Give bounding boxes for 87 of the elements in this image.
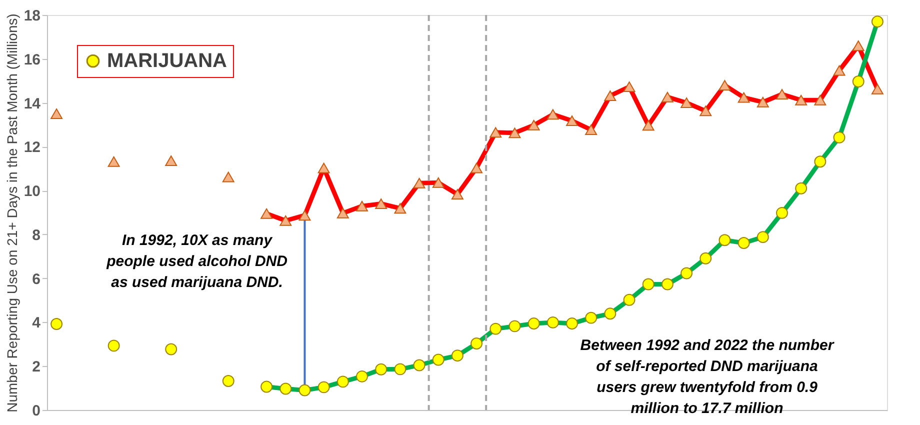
- point: [623, 294, 636, 306]
- point: [318, 381, 330, 394]
- point: [280, 382, 292, 395]
- point: [413, 359, 426, 372]
- point: [451, 350, 464, 362]
- point: [222, 172, 234, 182]
- point: [260, 208, 273, 219]
- point: [336, 376, 349, 388]
- point: [718, 80, 731, 90]
- point: [585, 312, 598, 324]
- point: [833, 65, 846, 76]
- point: [756, 96, 769, 108]
- point: [814, 94, 826, 106]
- point: [470, 338, 483, 350]
- point: [871, 84, 884, 94]
- point: [661, 92, 674, 102]
- point: [585, 124, 598, 136]
- point: [642, 120, 654, 131]
- point: [566, 116, 578, 126]
- point: [375, 363, 388, 376]
- point: [432, 354, 444, 366]
- point: [814, 156, 826, 168]
- y-tick-label: 16: [24, 51, 40, 68]
- point: [700, 252, 712, 264]
- point: [432, 177, 444, 188]
- point: [394, 203, 406, 214]
- point: [108, 340, 120, 352]
- point: [566, 318, 578, 330]
- point: [356, 200, 368, 212]
- point: [356, 370, 368, 382]
- point: [394, 363, 406, 376]
- point: [108, 156, 120, 167]
- point: [776, 88, 788, 100]
- y-tick-label: 4: [32, 314, 42, 332]
- point: [776, 206, 788, 219]
- point: [165, 155, 178, 166]
- point: [833, 131, 846, 144]
- point: [680, 267, 693, 280]
- point: [680, 98, 693, 108]
- y-tick-label: 10: [24, 183, 40, 200]
- y-tick-label: 8: [32, 226, 40, 244]
- y-tick-label: 6: [32, 270, 40, 288]
- y-tick-label: 14: [24, 95, 42, 112]
- y-tick-label: 18: [24, 8, 40, 24]
- point: [604, 308, 616, 320]
- point: [756, 231, 769, 244]
- point: [738, 237, 750, 249]
- point: [470, 162, 483, 174]
- point: [546, 109, 559, 120]
- point: [738, 92, 750, 103]
- annotation: In 1992, 10X as many people used alcohol DND as used marijuana DND.: [106, 232, 288, 291]
- point: [490, 127, 502, 138]
- y-tick-label: 2: [32, 358, 40, 376]
- annotation: Between 1992 and 2022 the number of self-reported DND marijuana users grew twentyfold from 0.9 million to 17.7 million: [580, 337, 835, 417]
- point: [375, 198, 388, 209]
- point: [298, 384, 311, 396]
- point: [795, 182, 808, 194]
- point: [661, 278, 674, 290]
- point: [718, 234, 731, 246]
- point: [318, 162, 330, 174]
- point: [50, 108, 63, 119]
- point: [528, 120, 540, 130]
- point: [852, 76, 864, 88]
- point: [451, 189, 464, 200]
- point: [508, 128, 521, 138]
- point: [623, 82, 636, 92]
- legend-label: MARIJUANA: [107, 50, 227, 72]
- point: [871, 16, 884, 28]
- point: [413, 178, 426, 188]
- point: [50, 318, 63, 330]
- point: [490, 322, 502, 335]
- point: [222, 375, 234, 387]
- point: [604, 90, 616, 101]
- point: [642, 278, 654, 290]
- y-axis-title: Number Reporting Use on 21+ Days in the Past Month (Millions): [4, 14, 20, 412]
- point: [795, 94, 808, 106]
- point: [508, 320, 521, 332]
- point: [280, 215, 292, 226]
- point: [700, 106, 712, 116]
- point: [852, 40, 864, 51]
- point: [165, 343, 178, 356]
- point: [336, 208, 349, 218]
- point: [528, 318, 540, 330]
- y-tick-label: 12: [24, 139, 40, 156]
- y-tick-label: 0: [32, 402, 40, 420]
- point: [546, 316, 559, 328]
- point: [260, 380, 273, 393]
